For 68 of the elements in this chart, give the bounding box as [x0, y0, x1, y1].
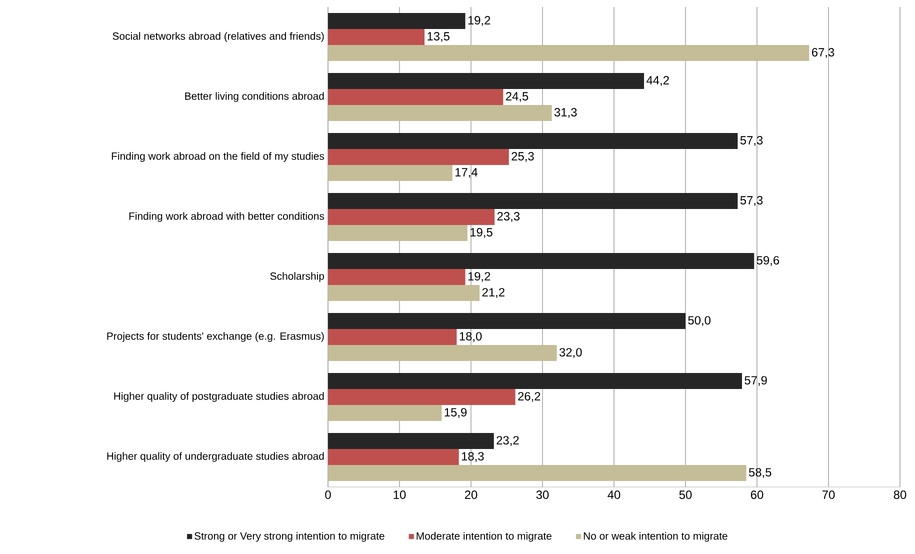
- x-tick-label: 50: [679, 490, 692, 499]
- bar: [328, 224, 468, 241]
- x-tick-label: 70: [822, 490, 835, 499]
- bar: [328, 433, 494, 449]
- bar: [328, 344, 557, 361]
- y-tick-label: Scholarship: [270, 272, 324, 282]
- y-tick-label: Finding work abroad with better conditions: [129, 212, 324, 222]
- x-tick-label: 60: [750, 490, 764, 499]
- legend-label: Moderate intention to migrate: [416, 532, 552, 542]
- y-tick-label: Higher quality of postgraduate studies abroad: [114, 392, 324, 402]
- data-label: 19,2: [468, 16, 490, 26]
- y-tick-label: Finding work abroad on the field of my studies: [112, 152, 324, 162]
- data-label: 58,5: [748, 468, 772, 478]
- bar: [328, 373, 742, 389]
- data-label: 44,2: [646, 76, 669, 86]
- x-tick-label: 30: [536, 490, 549, 499]
- data-label: 23,2: [496, 436, 519, 446]
- bar: [328, 284, 480, 301]
- bar: [328, 465, 746, 481]
- x-tick-label: 0: [325, 490, 331, 499]
- legend-label: Strong or Very strong intention to migrate: [194, 532, 384, 542]
- bar: [328, 132, 738, 149]
- data-label: 13,5: [428, 32, 450, 42]
- data-label: 57,9: [744, 376, 767, 386]
- bar: [328, 208, 495, 225]
- data-label: 31,3: [554, 108, 577, 118]
- data-label: 24,5: [506, 92, 528, 102]
- data-label: 19,5: [470, 228, 492, 238]
- data-label: 18,0: [460, 332, 482, 342]
- data-label: 19,2: [468, 272, 490, 282]
- y-tick-label: Projects for students' exchange (e.g. Erasmus): [107, 332, 324, 342]
- x-tick-label: 20: [464, 490, 478, 499]
- bar: [328, 449, 459, 465]
- bar: [328, 164, 452, 181]
- data-label: 18,3: [462, 452, 484, 462]
- data-label: 57,3: [740, 136, 763, 146]
- bar: [328, 12, 466, 29]
- data-label: 15,9: [444, 408, 467, 418]
- x-tick-label: 10: [394, 490, 406, 499]
- y-tick-label: Higher quality of undergraduate studies abroad: [107, 452, 324, 462]
- x-tick-label: 40: [608, 490, 620, 499]
- bar: [328, 312, 686, 329]
- data-label: 57,3: [740, 196, 763, 206]
- bar: [328, 268, 466, 285]
- data-label: 26,2: [518, 392, 540, 402]
- data-label: 21,2: [482, 288, 504, 298]
- legend-label: No or weak intention to migrate: [584, 532, 728, 542]
- data-label: 25,3: [512, 152, 534, 162]
- y-tick-label: Better living conditions abroad: [185, 92, 324, 102]
- bar: [328, 44, 810, 61]
- data-label: 23,3: [497, 212, 520, 222]
- bar: [328, 88, 504, 105]
- data-label: 50,0: [688, 316, 711, 326]
- x-tick-label: 80: [894, 490, 906, 499]
- bar: [328, 329, 457, 345]
- bar: [328, 72, 644, 89]
- bar: [328, 252, 754, 269]
- data-label: 59,6: [756, 256, 780, 266]
- bar: [328, 104, 552, 121]
- bar: [328, 192, 738, 209]
- y-tick-label: Social networks abroad (relatives and friends): [112, 32, 324, 42]
- data-label: 67,3: [812, 48, 834, 58]
- bar: [328, 148, 509, 165]
- data-label: 32,0: [559, 348, 582, 358]
- bar: [328, 389, 516, 405]
- bar: [328, 28, 425, 45]
- bar: [328, 405, 442, 421]
- data-label: 17,4: [456, 168, 478, 178]
